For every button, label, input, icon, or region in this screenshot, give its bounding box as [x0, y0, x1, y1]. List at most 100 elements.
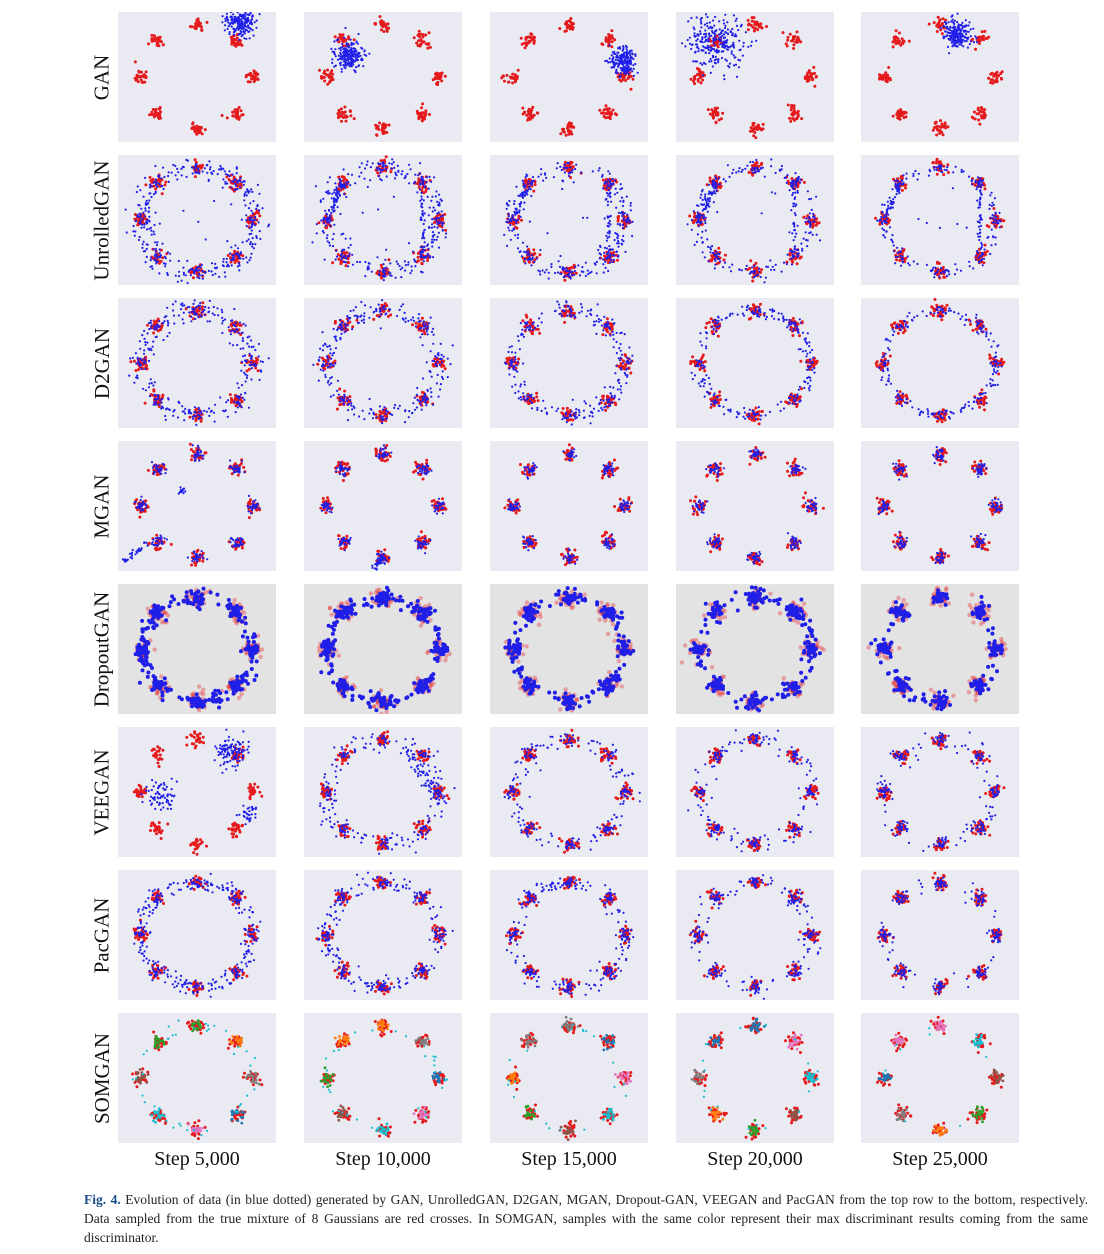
sample-point	[961, 21, 964, 24]
sample-point	[882, 219, 885, 223]
sample-point	[946, 163, 950, 167]
sample-point	[389, 262, 392, 265]
scatter-panel	[490, 155, 648, 285]
sample-point	[611, 248, 614, 251]
sample-point	[715, 189, 718, 192]
sample-point	[722, 19, 725, 22]
sample-point	[180, 174, 183, 177]
sample-point	[749, 44, 753, 47]
sample-point	[417, 32, 421, 36]
sample-point	[346, 49, 349, 52]
sample-point	[791, 194, 794, 197]
sample-point	[388, 162, 391, 165]
sample-point	[938, 125, 942, 129]
sample-point	[796, 189, 799, 192]
sample-point	[986, 236, 989, 239]
sample-point	[881, 203, 884, 206]
sample-point	[610, 54, 613, 57]
sample-point	[143, 226, 146, 229]
sample-point	[618, 62, 621, 65]
sample-point	[952, 36, 955, 39]
sample-point	[756, 123, 760, 127]
sample-point	[395, 173, 398, 176]
sample-point	[540, 168, 543, 171]
sample-point	[624, 58, 627, 62]
sample-point	[731, 34, 734, 37]
sample-point	[239, 252, 242, 255]
sample-point	[604, 59, 607, 63]
sample-point	[714, 177, 717, 180]
sample-point	[613, 62, 616, 65]
sample-point	[251, 216, 254, 219]
sample-point	[240, 27, 243, 30]
sample-point	[379, 162, 382, 165]
sample-point	[344, 181, 347, 184]
sample-point	[975, 37, 978, 40]
sample-point	[618, 76, 621, 79]
sample-point	[382, 165, 385, 168]
sample-point	[326, 68, 330, 72]
sample-point	[421, 35, 425, 39]
sample-point	[340, 186, 343, 189]
sample-point	[158, 272, 161, 275]
sample-point	[562, 276, 566, 279]
sample-point	[166, 272, 169, 275]
sample-point	[427, 214, 430, 217]
sample-point	[253, 224, 256, 227]
sample-point	[896, 182, 900, 185]
sample-point	[140, 207, 143, 210]
sample-point	[412, 36, 416, 40]
sample-point	[600, 111, 604, 115]
sample-point	[948, 38, 951, 41]
sample-point	[532, 189, 536, 193]
sample-point	[364, 275, 367, 278]
sample-point	[715, 250, 718, 253]
sample-point	[195, 127, 199, 131]
sample-point	[231, 180, 234, 183]
sample-point	[996, 220, 999, 223]
sample-point	[628, 60, 631, 63]
sample-point	[337, 115, 341, 118]
sample-point	[321, 230, 324, 233]
sample-point	[324, 209, 327, 212]
sample-point	[348, 57, 351, 60]
sample-point	[526, 245, 529, 248]
sample-point	[383, 24, 387, 27]
sample-point	[431, 231, 434, 234]
sample-point	[522, 181, 525, 185]
sample-point	[959, 269, 962, 272]
sample-point	[719, 43, 722, 46]
sample-point	[516, 247, 520, 250]
sample-point	[713, 267, 716, 270]
sample-point	[223, 170, 226, 173]
sample-point	[901, 261, 905, 264]
sample-point	[818, 239, 822, 242]
sample-point	[539, 273, 542, 276]
sample-point	[148, 215, 151, 218]
sample-point	[151, 108, 155, 111]
sample-point	[178, 275, 181, 278]
sample-point	[704, 51, 707, 55]
sample-point	[229, 12, 232, 14]
sample-point	[632, 67, 635, 70]
sample-point	[710, 259, 714, 263]
sample-point	[766, 265, 770, 268]
sample-point	[886, 200, 889, 203]
sample-point	[746, 28, 750, 32]
sample-point	[987, 76, 991, 80]
sample-point	[636, 71, 639, 74]
sample-point	[980, 254, 983, 257]
sample-point	[894, 262, 897, 265]
sample-point	[336, 192, 339, 195]
sample-point	[339, 212, 342, 216]
sample-point	[339, 182, 343, 186]
sample-point	[242, 257, 245, 260]
sample-point	[247, 26, 250, 29]
sample-point	[251, 77, 255, 81]
sample-point	[604, 36, 608, 40]
sample-point	[964, 19, 967, 22]
sample-point	[622, 220, 626, 224]
sample-point	[160, 192, 164, 196]
sample-point	[255, 235, 258, 238]
sample-point	[139, 220, 142, 223]
